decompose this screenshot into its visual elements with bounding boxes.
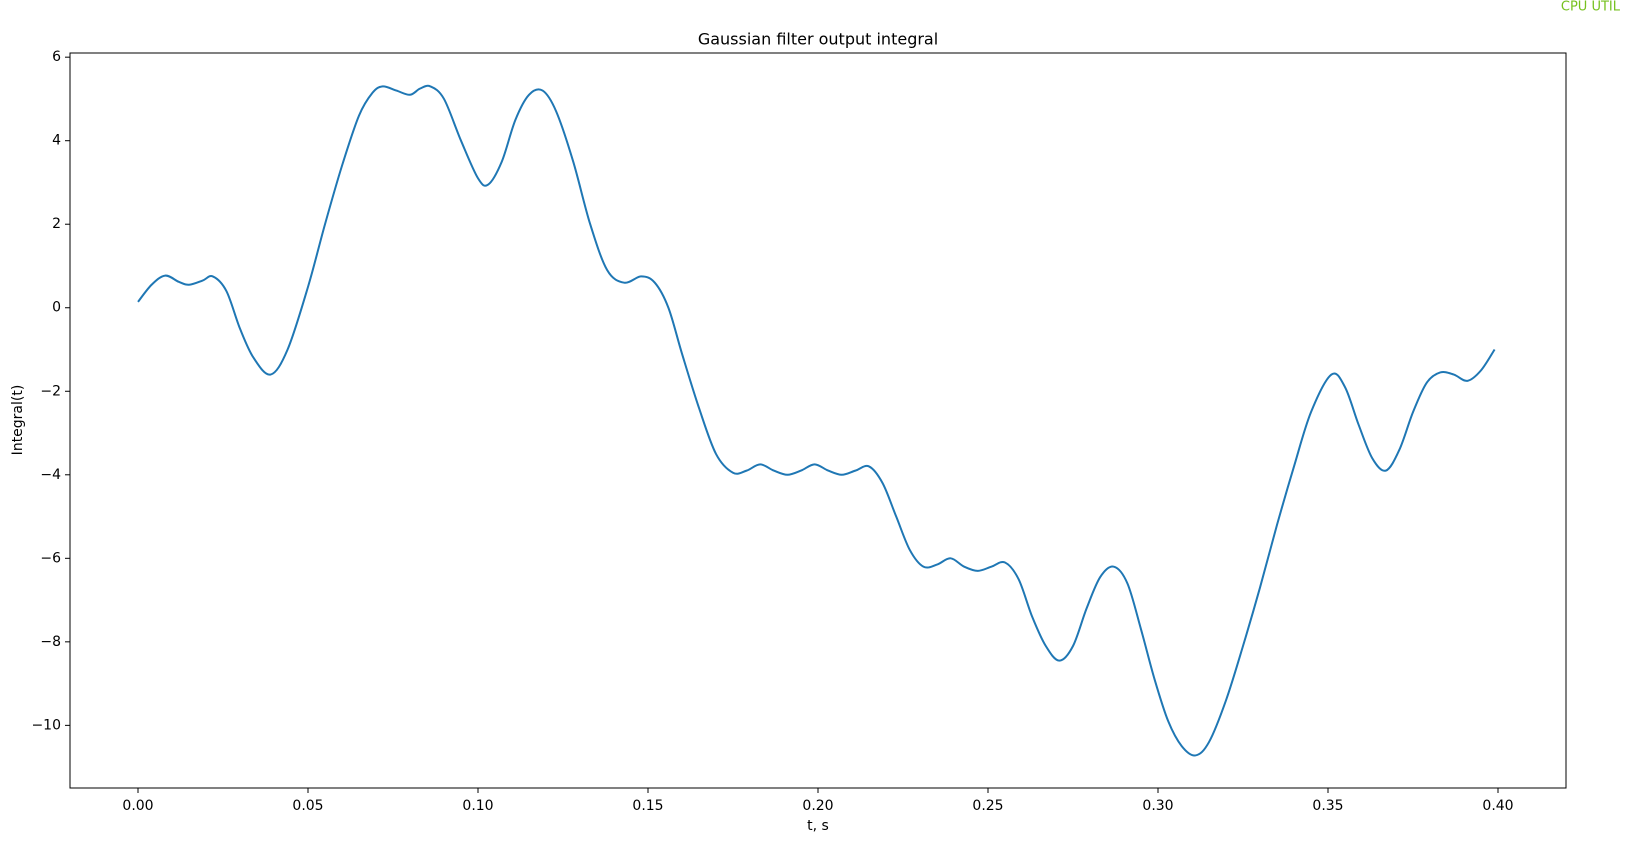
x-tick-label: 0.40 <box>1482 798 1513 814</box>
y-tick-label: −8 <box>40 634 61 650</box>
x-tick-label: 0.35 <box>1312 798 1343 814</box>
x-tick-label: 0.00 <box>122 798 153 814</box>
y-tick-label: −10 <box>31 717 61 733</box>
plot-frame <box>69 52 1567 789</box>
y-axis-label: Integral(t) <box>10 385 26 456</box>
x-tick-label: 0.30 <box>1142 798 1173 814</box>
y-tick-label: 4 <box>52 133 61 149</box>
x-tick-label: 0.05 <box>292 798 323 814</box>
x-tick-label: 0.20 <box>802 798 833 814</box>
data-line <box>137 84 1496 757</box>
x-axis-label: t, s <box>807 818 829 834</box>
x-tick-label: 0.25 <box>972 798 1003 814</box>
y-tick-label: −2 <box>40 383 61 399</box>
y-tick-label: 0 <box>52 300 61 316</box>
x-tick-label: 0.15 <box>632 798 663 814</box>
x-tick-label: 0.10 <box>462 798 493 814</box>
chart-title: Gaussian filter output integral <box>698 30 938 49</box>
y-tick-label: 6 <box>52 49 61 65</box>
y-tick-label: −4 <box>40 467 61 483</box>
cpu-badge: CPU UTIL <box>1561 0 1621 15</box>
y-tick-label: 2 <box>52 216 61 232</box>
y-tick-label: −6 <box>40 550 61 566</box>
